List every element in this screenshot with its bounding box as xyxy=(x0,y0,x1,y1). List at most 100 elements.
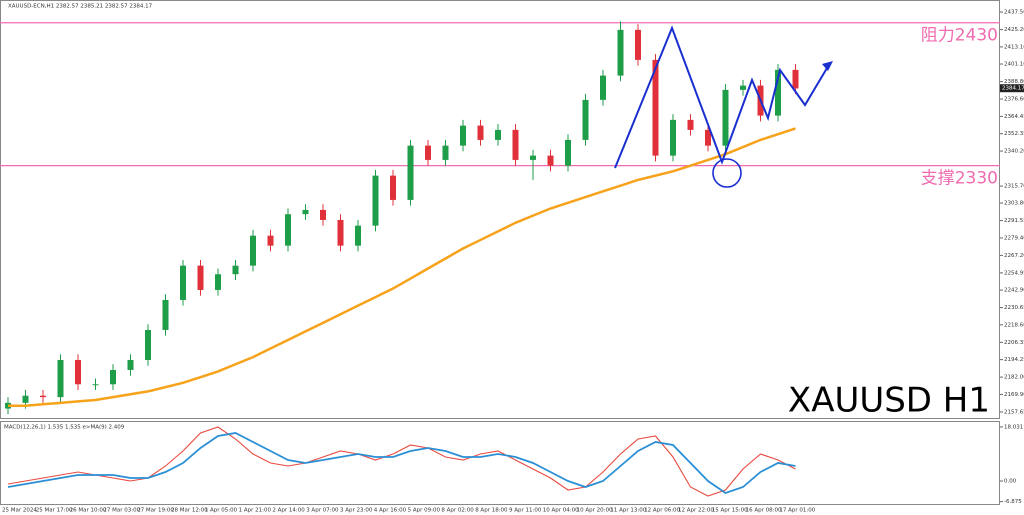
candle-body xyxy=(442,145,449,160)
candle-body xyxy=(40,395,46,398)
x-tick-label: 27 Mar 03:00 xyxy=(103,508,140,514)
candle-body xyxy=(775,69,781,116)
y-tick-label: 2254.95 xyxy=(1004,270,1024,276)
candle-body xyxy=(75,359,81,385)
y-tick-label: 2315.70 xyxy=(1004,184,1024,190)
x-tick-label: 2 Apr 14:00 xyxy=(272,508,305,514)
x-tick-label: 3 Apr 23:00 xyxy=(340,508,373,514)
y-tick-label: -6.875 xyxy=(1004,499,1022,505)
macd-line xyxy=(7,426,796,497)
moving-average xyxy=(8,127,796,407)
x-tick-label: 4 Apr 16:00 xyxy=(374,508,407,514)
candle-body xyxy=(687,119,694,130)
y-tick-label: 2340.20 xyxy=(1004,149,1024,155)
y-tick-label: 2413.10 xyxy=(1004,44,1024,50)
y-tick-label: 2401.10 xyxy=(1004,62,1024,68)
y-tick-label: 2242.90 xyxy=(1004,288,1024,294)
x-tick-label: 10 Apr 20:00 xyxy=(577,508,613,514)
candle-body xyxy=(57,359,64,398)
x-tick-label: 8 Apr 18:00 xyxy=(475,508,508,514)
candle-body xyxy=(22,395,29,403)
candle-body xyxy=(180,265,186,300)
annotation-drawing xyxy=(614,25,833,188)
candle-body xyxy=(425,145,431,160)
candle-body xyxy=(600,75,606,100)
candle-body xyxy=(670,119,676,156)
level-label: 支撑2330 xyxy=(921,169,998,189)
candle-body xyxy=(355,225,361,246)
candle-body xyxy=(495,129,501,140)
candle-body xyxy=(92,384,99,386)
y-tick-label: 2388.80 xyxy=(1004,79,1024,85)
y-tick-label: 2206.35 xyxy=(1004,340,1024,346)
y-tick-label: 2182.00 xyxy=(1004,375,1024,381)
x-tick-label: 3 Apr 07:00 xyxy=(306,508,339,514)
level-label: 阻力2430 xyxy=(921,26,998,46)
y-tick-label: 2157.65 xyxy=(1004,409,1024,415)
y-tick-label: 2303.80 xyxy=(1004,201,1024,207)
y-tick-label: 2194.25 xyxy=(1004,357,1024,363)
candle-body xyxy=(792,69,799,89)
arrow-head xyxy=(822,61,833,71)
y-tick-label: 2364.45 xyxy=(1004,114,1024,120)
y-tick-label: 2169.90 xyxy=(1004,392,1024,398)
candle-body xyxy=(145,329,151,360)
candle-body xyxy=(722,89,729,146)
zigzag xyxy=(614,25,831,169)
chart-header: XAUUSD-ECN,H1 2382.57 2385.21 2382.57 23… xyxy=(8,4,153,10)
x-tick-label: 10 Apr 04:00 xyxy=(543,508,579,514)
x-tick-label: 1 Apr 05:00 xyxy=(205,508,238,514)
candle-body xyxy=(460,125,466,146)
candle-body xyxy=(267,235,274,246)
x-tick-label: 8 Apr 02:00 xyxy=(441,508,474,514)
candle-body xyxy=(635,29,641,60)
candle-body xyxy=(512,129,519,160)
candle-body xyxy=(197,265,204,290)
candle-body xyxy=(565,139,571,166)
candle-body xyxy=(285,214,291,246)
candle-body xyxy=(127,359,134,370)
y-tick-label: 2352.35 xyxy=(1004,131,1024,137)
y-tick-label: 2437.50 xyxy=(1004,10,1024,16)
x-tick-label: 16 Apr 08:00 xyxy=(746,508,782,514)
y-tick-label: 2425.20 xyxy=(1004,27,1024,33)
x-tick-label: 28 Mar 12:00 xyxy=(171,508,208,514)
candle-body xyxy=(250,235,256,266)
y-tick-label: 2279.40 xyxy=(1004,235,1024,241)
x-tick-label: 12 Apr 06:00 xyxy=(644,508,680,514)
candle-body xyxy=(547,155,554,166)
candle-body xyxy=(110,369,116,385)
main-panel xyxy=(0,0,1000,419)
y-tick-label: 0.00 xyxy=(1004,479,1017,485)
y-tick-label: 18.031 xyxy=(1004,424,1023,430)
candle-body xyxy=(740,85,746,90)
candle-body xyxy=(162,299,169,330)
macd-title: MACD(12,26,1) 1.535 1.535 e>MA(9) 2.409 xyxy=(4,425,125,431)
candle-body xyxy=(705,129,711,146)
x-tick-label: 11 Apr 13:00 xyxy=(610,508,646,514)
candle-body xyxy=(652,59,659,156)
plot-layer: 2437.50 2425.20 2413.10 2401.10 2388.80 2376.… xyxy=(0,10,1024,514)
candle-body xyxy=(232,265,239,275)
x-tick-label: 25 Mar 2024 xyxy=(2,508,37,514)
macd-panel xyxy=(0,421,1000,505)
candle-body xyxy=(320,209,326,220)
last-price-label: 2384.17 xyxy=(1002,86,1024,92)
y-tick-label: 2230.65 xyxy=(1004,305,1024,311)
last-price-box xyxy=(1000,84,1024,93)
candle-body xyxy=(302,209,309,215)
x-tick-label: 27 Mar 19:00 xyxy=(137,508,174,514)
candle-body xyxy=(617,29,624,76)
candle-body xyxy=(337,219,344,246)
candle-body xyxy=(530,155,536,160)
candle-body xyxy=(215,274,221,290)
y-tick-label: 2267.20 xyxy=(1004,253,1024,259)
watermark: XAUUSD H1 xyxy=(788,381,990,421)
candle-body xyxy=(582,99,589,140)
x-tick-label: 1 Apr 21:00 xyxy=(239,508,272,514)
y-tick-label: 2218.60 xyxy=(1004,322,1024,328)
x-tick-label: 5 Apr 09:00 xyxy=(408,508,441,514)
x-tick-label: 15 Apr 15:00 xyxy=(712,508,748,514)
y-tick-label: 2376.60 xyxy=(1004,97,1024,103)
